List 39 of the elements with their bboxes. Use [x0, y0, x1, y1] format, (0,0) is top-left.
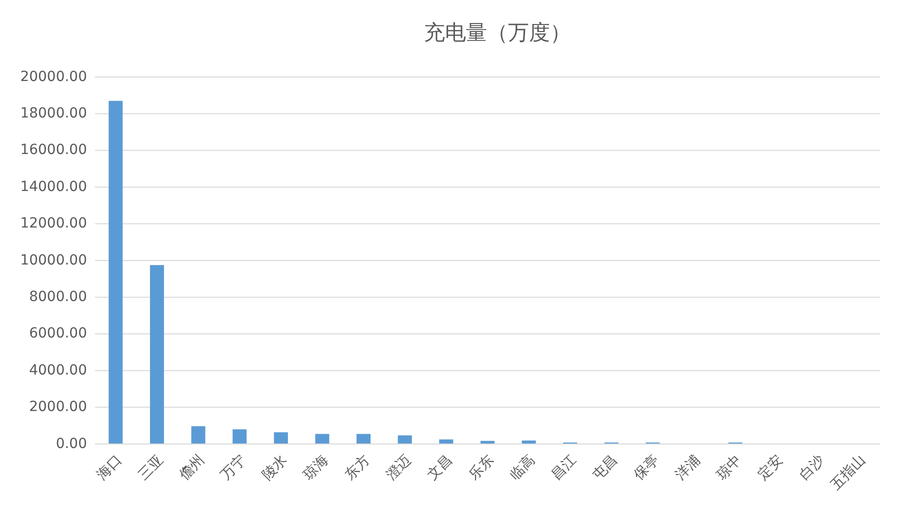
y-tick-label: 8000.00: [29, 289, 87, 306]
x-tick-label: 保亭: [631, 452, 662, 484]
x-tick-label: 陵水: [259, 452, 290, 484]
x-tick-label: 琼中: [714, 452, 745, 484]
x-tick-label: 万宁: [218, 452, 250, 484]
bar: [232, 429, 247, 444]
y-tick-label: 4000.00: [29, 362, 87, 378]
x-tick-label: 澄迈: [383, 452, 414, 484]
y-tick-label: 12000.00: [20, 216, 87, 232]
x-tick-label: 昌江: [548, 452, 580, 484]
x-tick-label: 文昌: [424, 452, 456, 484]
y-tick-label: 10000.00: [20, 252, 87, 268]
x-tick-label: 海口: [94, 452, 126, 484]
bar: [108, 100, 123, 444]
x-tick-label: 琼海: [300, 452, 332, 484]
bar: [398, 435, 412, 444]
y-tick-label: 18000.00: [20, 106, 87, 122]
y-tick-label: 14000.00: [20, 178, 87, 195]
y-tick-label: 16000.00: [20, 142, 87, 158]
x-tick-label: 三亚: [135, 452, 167, 484]
x-tick-label: 临高: [507, 452, 538, 484]
y-tick-label: 6000.00: [29, 326, 87, 342]
bar: [315, 434, 330, 444]
bar: [274, 432, 288, 444]
chart-title: 充电量（万度）: [424, 20, 571, 45]
x-tick-label: 洋浦: [672, 452, 704, 484]
x-tick-label: 乐东: [466, 452, 498, 484]
y-tick-label: 20000.00: [20, 68, 87, 85]
x-tick-label: 定安: [755, 452, 786, 484]
bar: [356, 434, 371, 444]
bar: [150, 265, 164, 444]
x-tick-label: 屯昌: [590, 452, 621, 484]
x-tick-label: 白沙: [796, 452, 828, 484]
x-tick-label: 五指山: [828, 452, 869, 494]
y-tick-label: 0.00: [56, 436, 87, 452]
bar: [191, 426, 206, 444]
x-tick-label: 东方: [342, 452, 374, 484]
x-tick-label: 儋州: [176, 452, 208, 484]
y-tick-label: 2000.00: [29, 399, 87, 416]
